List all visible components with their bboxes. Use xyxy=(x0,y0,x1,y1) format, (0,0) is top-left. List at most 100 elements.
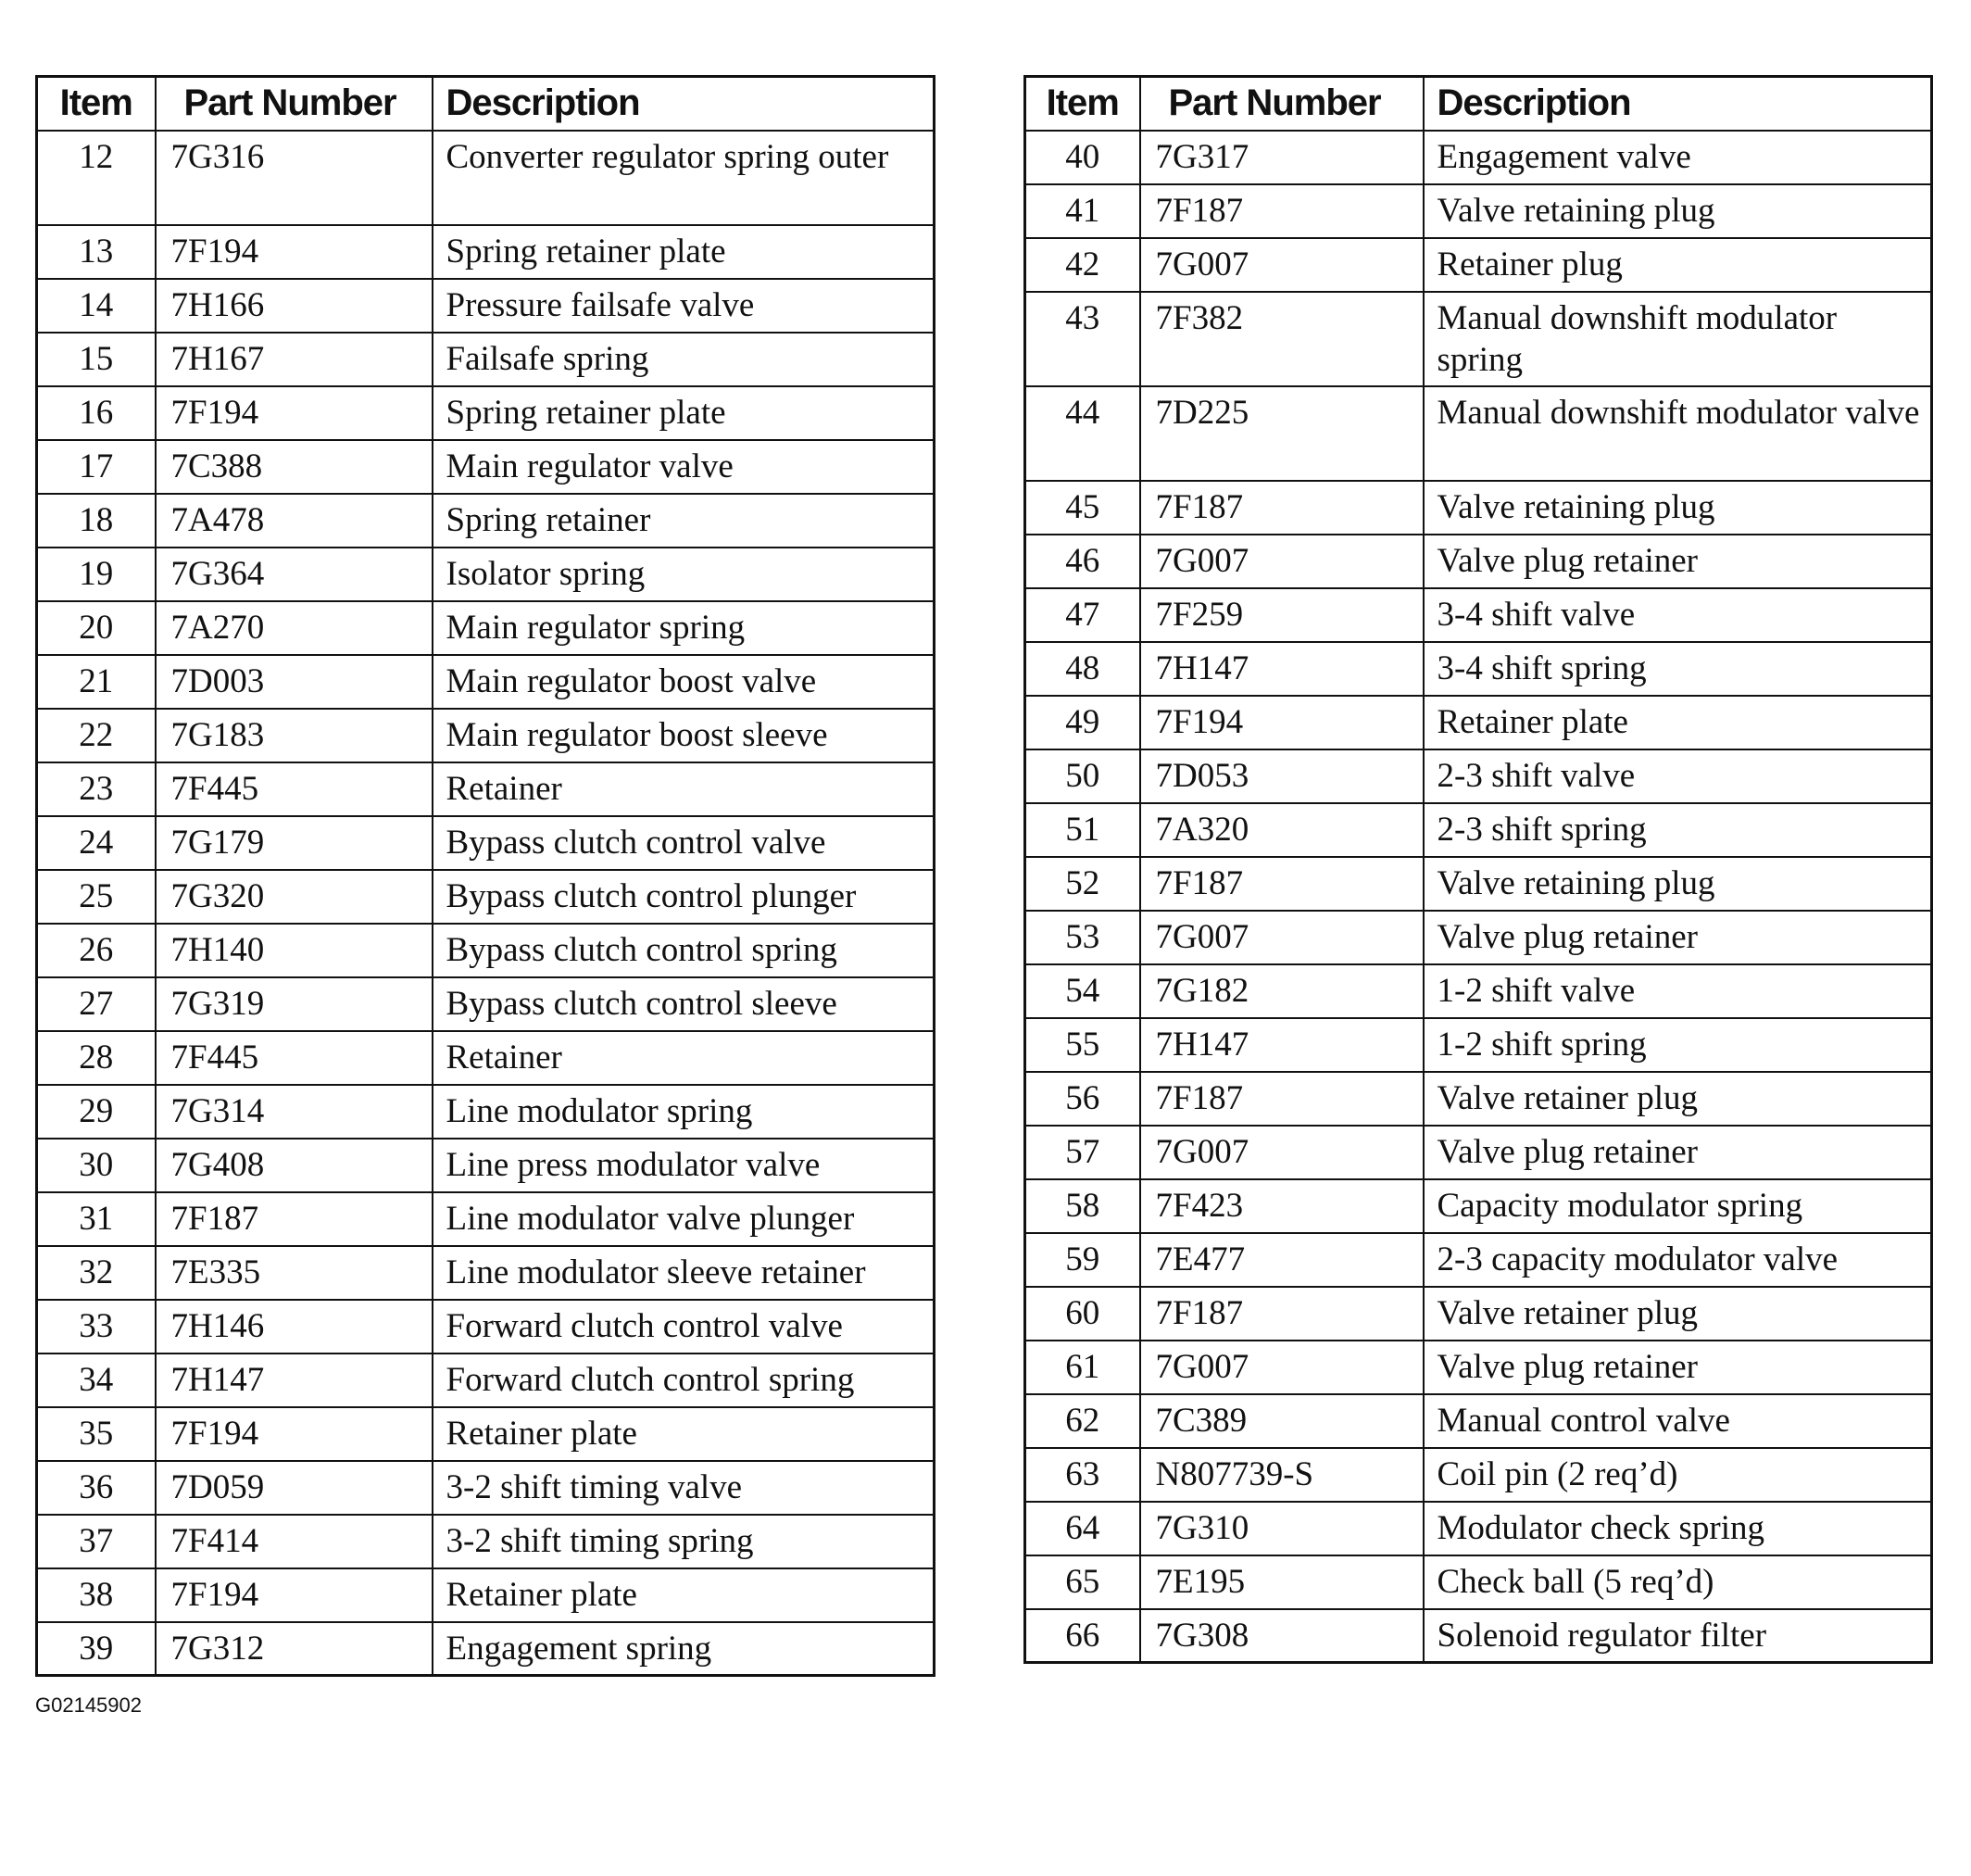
item-cell: 42 xyxy=(1023,236,1141,293)
part-number-cell: 7E195 xyxy=(1138,1554,1425,1610)
item-cell: 33 xyxy=(35,1298,157,1354)
description-cell: Manual downshift modulator valve xyxy=(1422,384,1933,482)
item-cell: 25 xyxy=(35,868,157,925)
part-number-cell: 7G316 xyxy=(154,129,433,226)
part-number-cell: 7G007 xyxy=(1138,1124,1425,1180)
item-cell: 49 xyxy=(1023,694,1141,750)
part-number-cell: 7G317 xyxy=(1138,129,1425,185)
table-row: 21 7D003 Main regulator boost valve xyxy=(35,653,935,710)
table-row: 33 7H146 Forward clutch control valve xyxy=(35,1298,935,1354)
item-cell: 66 xyxy=(1023,1607,1141,1664)
table-row: 66 7G308 Solenoid regulator filter xyxy=(1023,1607,1933,1664)
description-cell: Line modulator sleeve retainer xyxy=(431,1244,935,1301)
table-row: 16 7F194 Spring retainer plate xyxy=(35,384,935,441)
description-cell: 3-4 shift spring xyxy=(1422,640,1933,697)
item-cell: 36 xyxy=(35,1459,157,1516)
item-cell: 65 xyxy=(1023,1554,1141,1610)
part-number-cell: 7G182 xyxy=(1138,963,1425,1019)
table-row: 43 7F382 Manual downshift modulator spring xyxy=(1023,290,1933,387)
item-cell: 16 xyxy=(35,384,157,441)
part-number-cell: 7G007 xyxy=(1138,909,1425,965)
table-row: 38 7F194 Retainer plate xyxy=(35,1567,935,1623)
table-row: 47 7F259 3-4 shift valve xyxy=(1023,586,1933,643)
description-cell: Line modulator spring xyxy=(431,1083,935,1139)
item-cell: 55 xyxy=(1023,1016,1141,1073)
description-cell: 3-4 shift valve xyxy=(1422,586,1933,643)
description-cell: Retainer plate xyxy=(1422,694,1933,750)
part-number-cell: 7A270 xyxy=(154,599,433,656)
header-part-number: Part Number xyxy=(154,75,433,132)
item-cell: 29 xyxy=(35,1083,157,1139)
part-number-cell: 7F187 xyxy=(1138,479,1425,535)
part-number-cell: 7E335 xyxy=(154,1244,433,1301)
description-cell: Main regulator valve xyxy=(431,438,935,495)
part-number-cell: 7G007 xyxy=(1138,1339,1425,1395)
item-cell: 39 xyxy=(35,1620,157,1677)
table-row: 31 7F187 Line modulator valve plunger xyxy=(35,1190,935,1247)
item-cell: 41 xyxy=(1023,183,1141,239)
item-cell: 58 xyxy=(1023,1177,1141,1234)
description-cell: Line modulator valve plunger xyxy=(431,1190,935,1247)
item-cell: 61 xyxy=(1023,1339,1141,1395)
part-number-cell: 7G007 xyxy=(1138,236,1425,293)
item-cell: 48 xyxy=(1023,640,1141,697)
description-cell: Valve retaining plug xyxy=(1422,855,1933,912)
header-item: Item xyxy=(1023,75,1141,132)
item-cell: 64 xyxy=(1023,1500,1141,1556)
table-row: 64 7G310 Modulator check spring xyxy=(1023,1500,1933,1556)
left-column: Item Part Number Description 12 7G316 Conv… xyxy=(35,75,935,1718)
table-row: 58 7F423 Capacity modulator spring xyxy=(1023,1177,1933,1234)
part-number-cell: 7A478 xyxy=(154,492,433,548)
item-cell: 40 xyxy=(1023,129,1141,185)
part-number-cell: 7F259 xyxy=(1138,586,1425,643)
description-cell: Valve plug retainer xyxy=(1422,909,1933,965)
item-cell: 53 xyxy=(1023,909,1141,965)
description-cell: Line press modulator valve xyxy=(431,1137,935,1193)
table-row: 35 7F194 Retainer plate xyxy=(35,1405,935,1462)
table-row: 34 7H147 Forward clutch control spring xyxy=(35,1352,935,1408)
item-cell: 57 xyxy=(1023,1124,1141,1180)
table-row: 13 7F194 Spring retainer plate xyxy=(35,223,935,280)
description-cell: Main regulator spring xyxy=(431,599,935,656)
item-cell: 63 xyxy=(1023,1446,1141,1503)
description-cell: Converter regulator spring outer xyxy=(431,129,935,226)
table-row: 28 7F445 Retainer xyxy=(35,1029,935,1086)
part-number-cell: 7F187 xyxy=(1138,183,1425,239)
description-cell: Bypass clutch control valve xyxy=(431,814,935,871)
item-cell: 13 xyxy=(35,223,157,280)
description-cell: Spring retainer xyxy=(431,492,935,548)
table-row: 29 7G314 Line modulator spring xyxy=(35,1083,935,1139)
header-description: Description xyxy=(431,75,935,132)
item-cell: 22 xyxy=(35,707,157,763)
item-cell: 14 xyxy=(35,277,157,334)
table-row: 55 7H147 1-2 shift spring xyxy=(1023,1016,1933,1073)
item-cell: 28 xyxy=(35,1029,157,1086)
table-row: 17 7C388 Main regulator valve xyxy=(35,438,935,495)
item-cell: 37 xyxy=(35,1513,157,1569)
description-cell: Engagement spring xyxy=(431,1620,935,1677)
part-number-cell: 7F445 xyxy=(154,1029,433,1086)
table-row: 22 7G183 Main regulator boost sleeve xyxy=(35,707,935,763)
description-cell: Valve retainer plug xyxy=(1422,1285,1933,1341)
description-cell: Valve retainer plug xyxy=(1422,1070,1933,1127)
item-cell: 15 xyxy=(35,331,157,387)
table-row: 27 7G319 Bypass clutch control sleeve xyxy=(35,976,935,1032)
description-cell: 2-3 shift valve xyxy=(1422,748,1933,804)
table-row: 37 7F414 3-2 shift timing spring xyxy=(35,1513,935,1569)
description-cell: Capacity modulator spring xyxy=(1422,1177,1933,1234)
description-cell: 3-2 shift timing spring xyxy=(431,1513,935,1569)
table-row: 53 7G007 Valve plug retainer xyxy=(1023,909,1933,965)
description-cell: Retainer plate xyxy=(431,1567,935,1623)
item-cell: 12 xyxy=(35,129,157,226)
table-row: 19 7G364 Isolator spring xyxy=(35,546,935,602)
description-cell: Spring retainer plate xyxy=(431,384,935,441)
table-row: 12 7G316 Converter regulator spring outer xyxy=(35,129,935,226)
item-cell: 47 xyxy=(1023,586,1141,643)
header-row: Item Part Number Description xyxy=(35,75,935,132)
part-number-cell: 7G312 xyxy=(154,1620,433,1677)
part-number-cell: 7H147 xyxy=(154,1352,433,1408)
item-cell: 24 xyxy=(35,814,157,871)
item-cell: 43 xyxy=(1023,290,1141,387)
part-number-cell: 7F194 xyxy=(154,384,433,441)
part-number-cell: 7F187 xyxy=(1138,1285,1425,1341)
